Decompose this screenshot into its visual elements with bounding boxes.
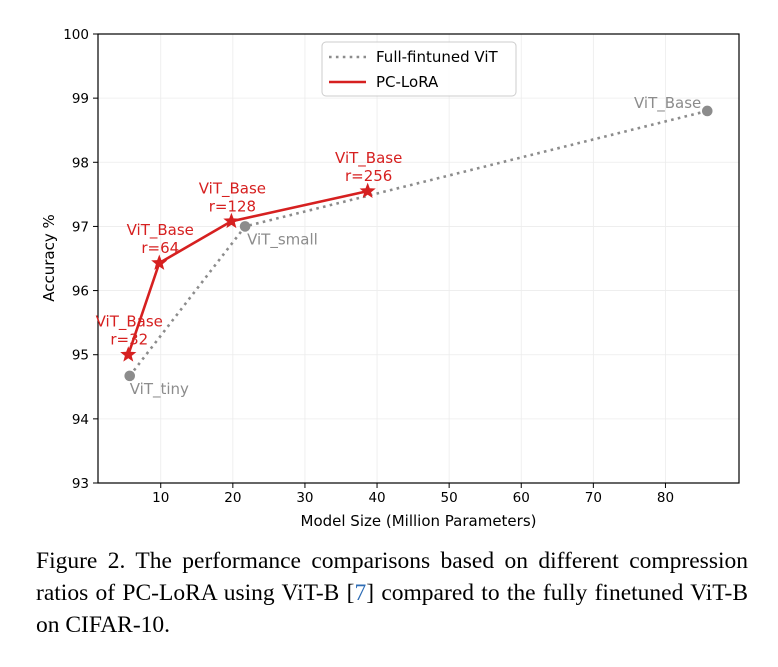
pc-lora-point (151, 254, 168, 270)
x-tick-label: 10 (152, 490, 169, 506)
x-tick-label: 20 (224, 490, 241, 506)
point-label: ViT_tiny (130, 380, 189, 399)
caption-text-end: ] compared to the fully finetuned ViT-B … (36, 580, 749, 638)
x-tick-label: 30 (296, 490, 313, 506)
full-finetuned-line (128, 109, 708, 377)
y-axis-label: Accuracy % (40, 214, 58, 302)
point-label: ViT_Base (199, 179, 266, 198)
point-annotations: ViT_tinyViT_smallViT_BaseViT_Baser=32ViT… (96, 94, 702, 399)
y-tick-label: 97 (72, 219, 89, 235)
y-tick-label: 94 (72, 412, 89, 428)
point-rank-label: r=32 (110, 331, 148, 349)
y-tick-label: 93 (72, 476, 89, 492)
legend-box (321, 41, 517, 97)
series (120, 105, 713, 382)
x-tick-label: 70 (585, 490, 602, 506)
y-tick-label: 98 (72, 155, 89, 171)
pc-lora-point (120, 346, 137, 362)
x-tick-label: 80 (657, 490, 674, 506)
pc-lora-line (127, 189, 368, 356)
legend-label-pc-lora: PC-LoRA (376, 73, 439, 91)
point-rank-label: r=128 (209, 197, 256, 215)
y-tick-label: 95 (72, 348, 89, 364)
axes: 10 20 30 40 50 60 70 80 93 94 95 96 97 98 99 100 (63, 27, 674, 506)
pc-lora-point (359, 182, 376, 199)
point-label: ViT_small (247, 230, 318, 249)
point-label: ViT_Base (634, 94, 701, 113)
y-tick-label: 96 (72, 284, 89, 300)
full-finetuned-point (701, 105, 713, 117)
caption-text-start: Figure 2. The performance comparisons ba… (36, 548, 748, 606)
x-axis-label: Model Size (Million Parameters) (301, 512, 537, 530)
full-finetuned-point (124, 370, 136, 382)
plot-area-frame (97, 33, 740, 484)
x-tick-label: 60 (513, 490, 530, 506)
figure-caption: Figure 2. The performance comparisons ba… (36, 545, 748, 641)
point-label: ViT_Base (335, 149, 402, 168)
point-label: ViT_Base (127, 221, 194, 240)
legend-label-full-finetuned: Full-fintuned ViT (376, 48, 499, 66)
citation-ref-link[interactable]: 7 (354, 580, 367, 606)
point-rank-label: r=256 (345, 167, 392, 185)
y-tick-label: 99 (72, 91, 89, 107)
point-rank-label: r=64 (141, 239, 179, 257)
x-tick-label: 50 (441, 490, 458, 506)
performance-chart: 10 20 30 40 50 60 70 80 93 94 95 96 97 98 99 100 ViT_ti… (40, 27, 740, 530)
pc-lora-point (223, 212, 240, 229)
grid-lines (98, 33, 739, 484)
x-tick-label: 40 (368, 490, 385, 506)
full-finetuned-point (239, 221, 251, 232)
legend: Full-fintuned ViT PC-LoRA (321, 41, 517, 97)
point-label: ViT_Base (96, 313, 163, 332)
y-tick-label: 100 (63, 27, 89, 43)
